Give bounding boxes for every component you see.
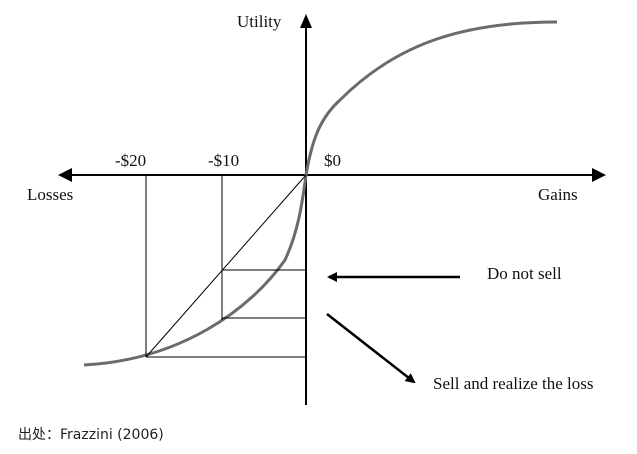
y-axis-label: Utility [237, 12, 282, 31]
sell-arrow-icon [326, 313, 416, 384]
tick-label-zero: $0 [324, 151, 341, 170]
value-function-curve [83, 20, 558, 367]
source-caption: 出处：Frazzini (2006) [18, 427, 164, 443]
annotation-do-not-sell: Do not sell [487, 264, 562, 283]
tick-label-minus-10: -$10 [208, 151, 239, 170]
x-axis-right-arrow-icon [592, 168, 606, 182]
annotation-sell-and-realize-loss: Sell and realize the loss [433, 374, 594, 393]
x-axis-left-arrow-icon [58, 168, 72, 182]
tick-label-minus-20: -$20 [115, 151, 146, 170]
x-axis-left-label: Losses [27, 185, 73, 204]
x-axis-right-label: Gains [538, 185, 578, 204]
y-axis-up-arrow-icon [300, 14, 312, 28]
chord-line [145, 174, 307, 358]
